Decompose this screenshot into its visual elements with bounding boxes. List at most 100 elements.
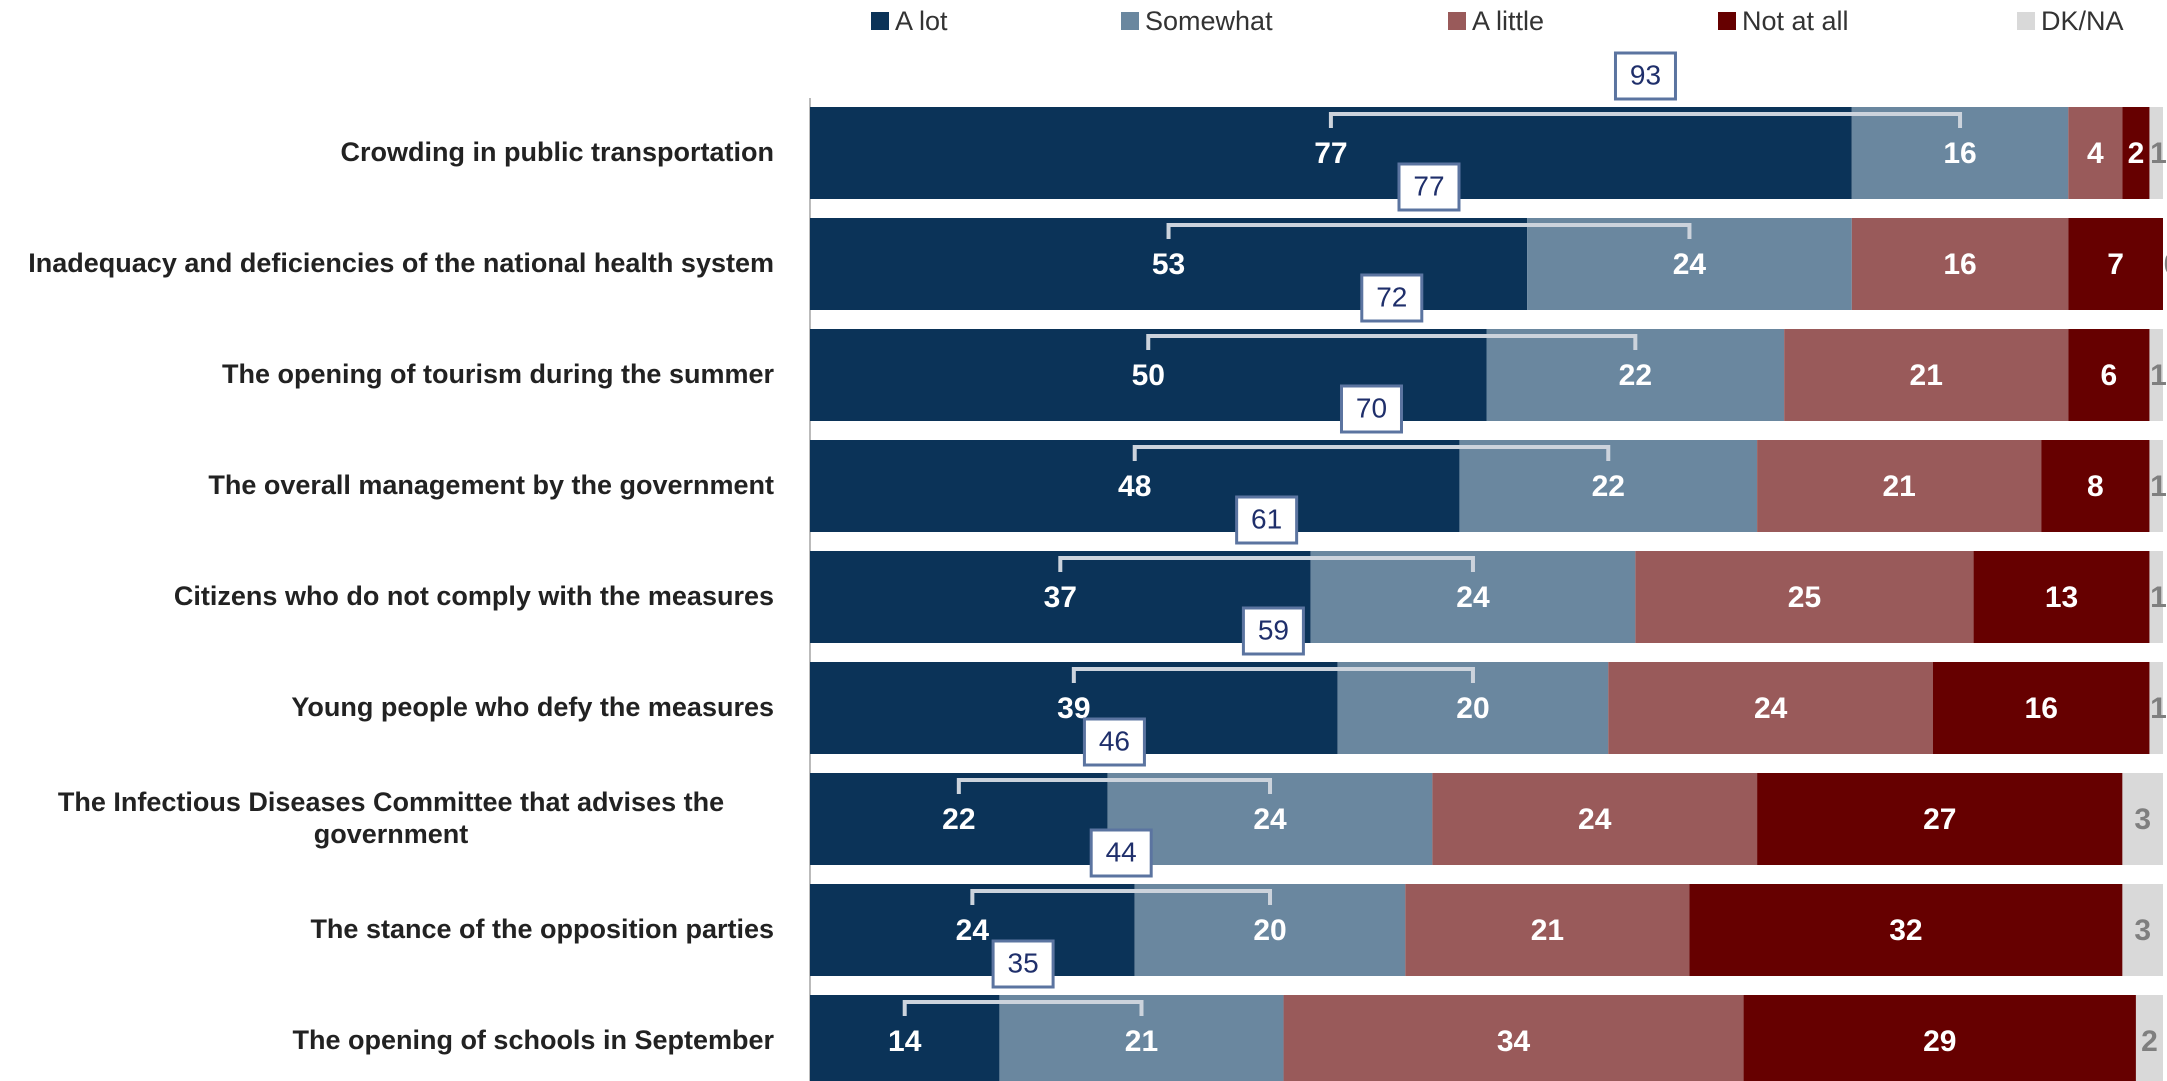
total-label: 44 — [1106, 836, 1137, 867]
bar-segment — [1608, 662, 1933, 754]
total-label: 46 — [1099, 725, 1130, 756]
bar-segment — [2149, 551, 2163, 643]
value-label: 20 — [1456, 692, 1489, 725]
category-text: The opening of schools in September — [292, 1025, 774, 1056]
category-label: The opening of schools in September — [8, 995, 774, 1081]
value-label: 22 — [942, 803, 975, 836]
value-label: 2 — [2141, 1025, 2158, 1058]
value-label: 37 — [1044, 581, 1077, 614]
total-box — [1089, 828, 1153, 878]
category-label: The stance of the opposition parties — [8, 884, 774, 976]
value-label: 34 — [1497, 1025, 1531, 1058]
category-text: The Infectious Diseases Committee that a… — [57, 787, 725, 849]
total-box — [1241, 606, 1305, 656]
value-label: 24 — [1456, 581, 1490, 614]
bar-segment — [1405, 884, 1690, 976]
value-label: 16 — [1943, 248, 1976, 281]
category-label: The opening of tourism during the summer — [8, 329, 774, 421]
category-text: The stance of the opposition parties — [310, 914, 774, 945]
value-label: 7 — [2107, 248, 2124, 281]
total-label: 70 — [1356, 392, 1387, 423]
total-bracket — [1146, 334, 1638, 350]
category-text: Young people who defy the measures — [291, 692, 774, 723]
legend-label: Somewhat — [1145, 6, 1273, 36]
value-label: 16 — [1943, 137, 1976, 170]
legend-label: DK/NA — [2041, 6, 2124, 36]
total-bracket — [1132, 445, 1611, 461]
bar-segment — [2068, 107, 2123, 199]
category-text: Citizens who do not comply with the meas… — [173, 581, 774, 612]
value-label: 24 — [1754, 692, 1788, 725]
bar-segment — [2122, 107, 2150, 199]
legend-swatch — [1718, 12, 1736, 30]
legend-label: A little — [1472, 6, 1544, 36]
bar-segment — [2149, 662, 2163, 754]
bar-segment — [1932, 662, 2150, 754]
value-label: 29 — [1923, 1025, 1956, 1058]
total-label: 77 — [1413, 170, 1444, 201]
value-label: 1 — [2150, 137, 2167, 170]
total-bracket — [1328, 112, 1963, 128]
total-bracket — [1071, 667, 1475, 683]
value-label: 27 — [1923, 803, 1956, 836]
bar-segment — [2149, 329, 2163, 421]
category-text: The overall management by the government — [208, 470, 774, 501]
value-label: 21 — [1125, 1025, 1158, 1058]
total-box — [1397, 162, 1461, 212]
legend-label: A lot — [895, 6, 948, 36]
value-label: 22 — [1592, 470, 1625, 503]
value-label: 21 — [1882, 470, 1915, 503]
value-label: 1 — [2150, 692, 2167, 725]
bar-segment — [2068, 218, 2163, 310]
bar-segment — [1851, 218, 2069, 310]
category-text: The opening of tourism during the summer — [221, 359, 774, 390]
bar-segment — [1973, 551, 2150, 643]
total-box — [1339, 384, 1403, 434]
bar-segment — [2041, 440, 2150, 532]
value-label: 24 — [1673, 248, 1707, 281]
bar-segment — [1743, 995, 2136, 1081]
total-label: 61 — [1251, 503, 1282, 534]
value-label: 24 — [1578, 803, 1612, 836]
value-label: 14 — [888, 1025, 922, 1058]
value-label: 24 — [1253, 803, 1287, 836]
value-label: 20 — [1253, 914, 1286, 947]
category-label: The overall management by the government — [8, 440, 774, 532]
total-label: 72 — [1376, 281, 1407, 312]
value-label: 3 — [2134, 803, 2151, 836]
legend-swatch — [2017, 12, 2035, 30]
total-box — [1613, 51, 1677, 101]
value-label: 1 — [2150, 581, 2167, 614]
total-bracket — [956, 778, 1273, 794]
bar-segment — [1689, 884, 2123, 976]
legend-swatch — [871, 12, 889, 30]
total-label: 59 — [1258, 614, 1289, 645]
value-label: 22 — [1619, 359, 1652, 392]
legend-swatch — [1448, 12, 1466, 30]
bar-segment — [1757, 440, 2042, 532]
bar-segment — [2122, 773, 2163, 865]
value-label: 16 — [2025, 692, 2058, 725]
category-text: Inadequacy and deficiencies of the natio… — [28, 248, 774, 279]
bar-segment — [1757, 773, 2123, 865]
value-label: 53 — [1152, 248, 1185, 281]
total-bracket — [902, 1000, 1144, 1016]
value-label: 3 — [2134, 914, 2151, 947]
value-label: 13 — [2045, 581, 2078, 614]
total-box — [991, 939, 1055, 989]
total-box — [1235, 495, 1299, 545]
value-label: 77 — [1314, 137, 1347, 170]
legend-label: Not at all — [1742, 6, 1849, 36]
bar-segment — [1635, 551, 1974, 643]
bar-segment — [1432, 773, 1758, 865]
bar-segment — [2149, 107, 2163, 199]
value-label: 50 — [1132, 359, 1165, 392]
value-label: 0 — [2164, 248, 2167, 281]
total-box — [1360, 273, 1424, 323]
value-label: 24 — [956, 914, 990, 947]
value-label: 1 — [2150, 470, 2167, 503]
category-text: Crowding in public transportation — [340, 137, 774, 168]
value-label: 4 — [2087, 137, 2104, 170]
total-label: 35 — [1008, 947, 1039, 978]
